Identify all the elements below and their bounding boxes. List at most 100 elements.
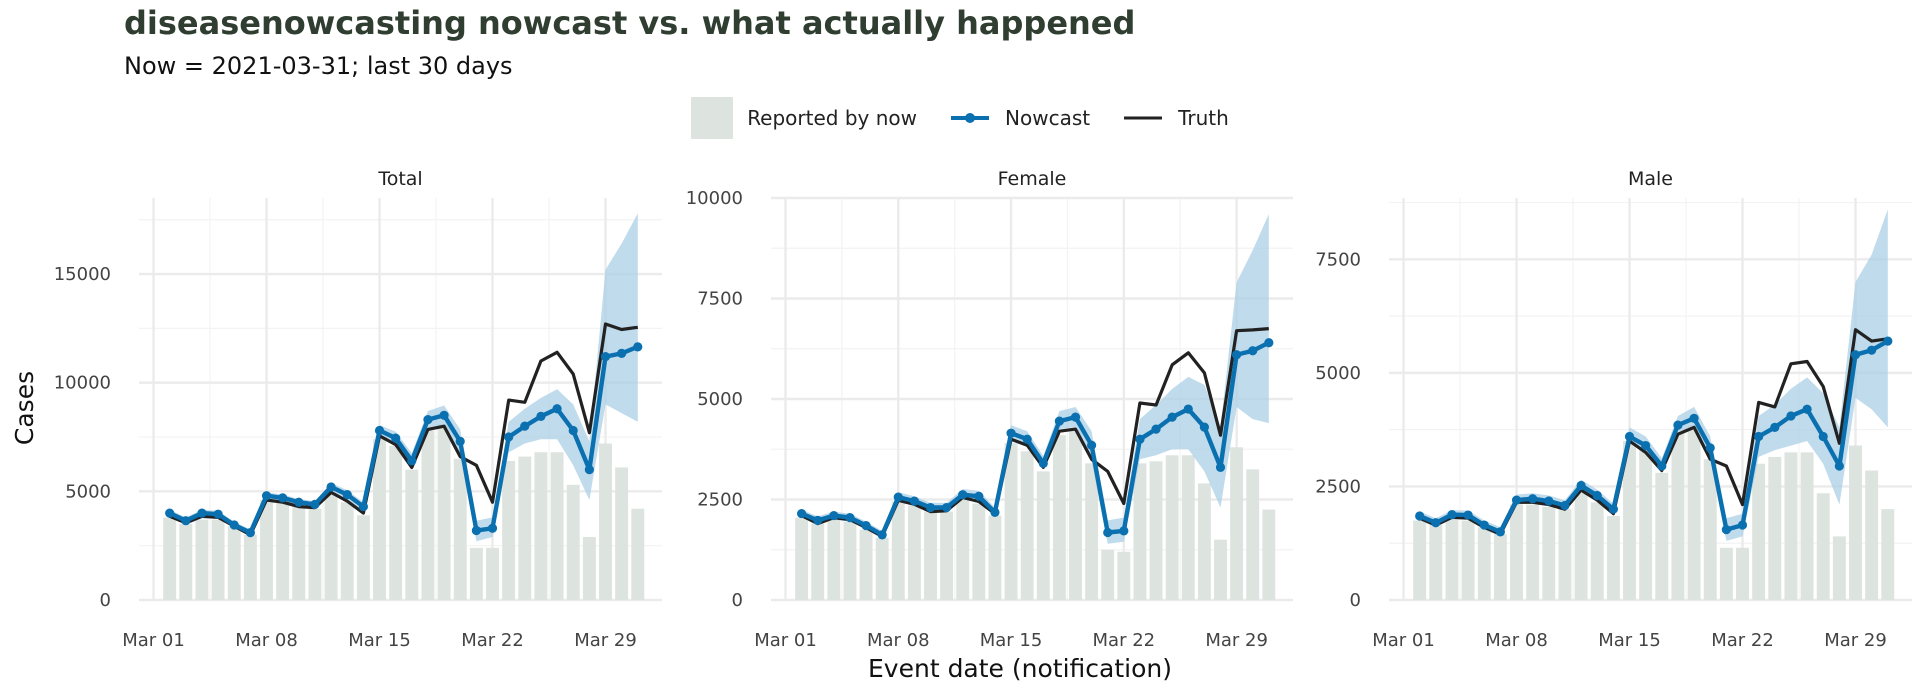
nowcast-point (942, 502, 952, 513)
nowcast-point (600, 352, 611, 362)
nowcast-point (1528, 494, 1538, 504)
nowcast-point (261, 491, 272, 501)
bar-reported (276, 502, 290, 600)
nowcast-point (487, 523, 498, 533)
bar-reported (486, 547, 499, 600)
bar-reported (1477, 527, 1491, 600)
nowcast-point (893, 492, 903, 502)
bar-reported (1133, 463, 1147, 600)
nowcast-point (1248, 346, 1258, 356)
bar-reported (260, 500, 273, 600)
bar-reported (373, 439, 386, 600)
nowcast-point (845, 512, 855, 523)
nowcast-point (1119, 526, 1129, 536)
nowcast-point (1447, 510, 1457, 520)
nowcast-point (1232, 350, 1242, 360)
x-tick-label: Mar 15 (980, 630, 1043, 651)
nowcast-point (1038, 458, 1048, 468)
x-tick-label: Mar 22 (461, 630, 524, 651)
bar-reported (907, 505, 921, 600)
nowcast-point (374, 425, 385, 436)
nowcast-point (1657, 461, 1667, 471)
bar-reported (1687, 425, 1701, 600)
bar-reported (1784, 452, 1798, 600)
y-tick-label: 7500 (697, 289, 743, 310)
bar-reported (453, 458, 467, 600)
bar-reported (827, 519, 841, 600)
legend-label-nowcast: Nowcast (1005, 106, 1091, 130)
nowcast-point (813, 515, 823, 526)
y-tick-label: 10000 (686, 188, 743, 209)
y-tick-label: 0 (1350, 590, 1361, 611)
bar-reported (502, 460, 516, 600)
bar-reported (843, 521, 857, 600)
nowcast-point (1087, 440, 1097, 450)
legend-key-truth (1124, 116, 1163, 120)
bar-reported (421, 430, 435, 600)
legend: Reported by now Nowcast Truth (0, 96, 1920, 140)
nowcast-point (1006, 428, 1016, 438)
nowcast-point (407, 456, 417, 466)
bar-reported (1832, 536, 1846, 600)
y-axis-title: Cases (10, 371, 39, 445)
nowcast-point (1624, 431, 1635, 442)
nowcast-point (423, 415, 433, 425)
y-tick-label: 2500 (697, 490, 743, 511)
nowcast-point (310, 499, 320, 509)
nowcast-point (829, 510, 839, 521)
bar-reported (1623, 441, 1636, 600)
nowcast-point (552, 404, 562, 414)
panel-strip-label: Male (1628, 168, 1673, 190)
bar-reported (1510, 504, 1523, 600)
bar-reported (227, 526, 241, 600)
bar-reported (518, 456, 532, 600)
nowcast-point (877, 530, 887, 540)
y-tick-label: 0 (100, 590, 111, 611)
nowcast-point (1802, 404, 1812, 414)
bar-reported (1101, 549, 1115, 600)
bar-reported (972, 503, 986, 600)
nowcast-point (213, 509, 223, 519)
chart-title: diseasenowcasting nowcast vs. what actua… (124, 4, 1136, 42)
y-tick-label: 0 (732, 590, 743, 611)
nowcast-point (633, 342, 643, 352)
nowcast-point (1264, 338, 1274, 348)
nowcast-point (1151, 424, 1161, 434)
bar-reported (1655, 472, 1669, 600)
bar-reported (891, 501, 905, 600)
bar-reported (534, 452, 548, 600)
bar-reported (308, 508, 322, 600)
bar-reported (1800, 452, 1814, 600)
x-tick-label: Mar 01 (754, 630, 817, 651)
x-tick-label: Mar 22 (1711, 630, 1774, 651)
bar-reported (1085, 463, 1099, 600)
bar-reported (615, 467, 629, 600)
bar-reported (1181, 455, 1195, 600)
nowcast-point (1592, 490, 1602, 501)
bar-reported (1768, 456, 1782, 600)
nowcast-point (797, 508, 807, 519)
panel-total: Total 0 5000 10000 15000 Mar 01 Mar 08 Mar 15 Ma… (54, 168, 662, 651)
bar-reported (582, 536, 596, 600)
nowcast-point (1431, 518, 1441, 528)
panel-male: Male 0 2500 5000 7500 Mar 01 Mar 08 Mar 15 Mar 2… (1315, 168, 1912, 651)
nowcast-point (1867, 345, 1877, 355)
nowcast-point (1135, 434, 1145, 444)
bar-reported (1413, 520, 1427, 600)
bar-reported (956, 499, 970, 600)
nowcast-point (1103, 527, 1113, 538)
bar-reported (1526, 504, 1540, 600)
nowcast-point (1576, 480, 1586, 491)
nowcast-point (1463, 510, 1473, 520)
x-tick-label: Mar 15 (348, 630, 411, 651)
nowcast-point (471, 525, 481, 536)
bar-reported (1230, 447, 1244, 600)
legend-key-nowcast (951, 113, 990, 123)
bar-reported (875, 537, 889, 600)
x-tick-label: Mar 29 (1824, 630, 1887, 651)
bar-reported (179, 523, 193, 600)
nowcast-point (1495, 527, 1505, 537)
bar-reported (1736, 547, 1749, 600)
bar-reported (1574, 493, 1588, 600)
